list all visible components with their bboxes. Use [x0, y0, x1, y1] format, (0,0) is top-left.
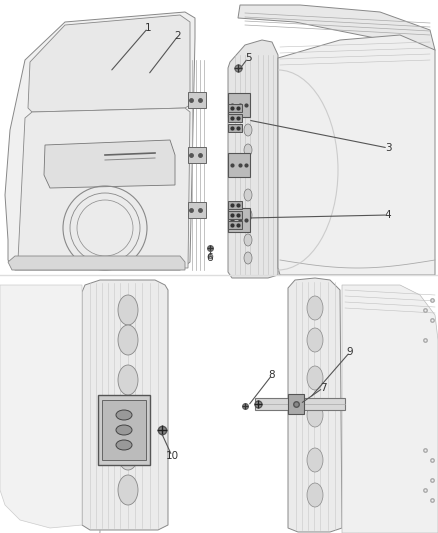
Ellipse shape	[307, 296, 323, 320]
Bar	[102, 400, 146, 460]
Bar	[255, 398, 345, 410]
Polygon shape	[28, 15, 190, 112]
Ellipse shape	[244, 124, 252, 136]
Polygon shape	[228, 40, 278, 278]
Ellipse shape	[244, 189, 252, 201]
Bar	[228, 114, 242, 122]
Ellipse shape	[307, 328, 323, 352]
Bar	[228, 201, 242, 209]
Ellipse shape	[244, 144, 252, 156]
Polygon shape	[44, 140, 175, 188]
Bar	[288, 394, 304, 414]
Bar	[228, 211, 242, 219]
Polygon shape	[238, 5, 435, 55]
Bar	[98, 395, 150, 465]
Text: 1: 1	[145, 23, 151, 33]
Ellipse shape	[307, 403, 323, 427]
Ellipse shape	[116, 425, 132, 435]
Polygon shape	[0, 285, 82, 528]
Polygon shape	[278, 35, 435, 275]
Text: 4: 4	[385, 210, 391, 220]
Text: 6: 6	[207, 253, 213, 263]
Polygon shape	[5, 12, 195, 270]
Ellipse shape	[244, 234, 252, 246]
Ellipse shape	[244, 209, 252, 221]
Bar	[188, 202, 206, 218]
Ellipse shape	[307, 483, 323, 507]
Ellipse shape	[118, 365, 138, 395]
Bar	[228, 153, 250, 177]
Polygon shape	[342, 285, 438, 533]
Bar	[188, 147, 206, 163]
Ellipse shape	[118, 325, 138, 355]
Bar	[228, 124, 242, 132]
Bar	[228, 208, 250, 232]
Polygon shape	[8, 256, 185, 270]
Ellipse shape	[116, 440, 132, 450]
Text: 2: 2	[175, 31, 181, 41]
Bar	[188, 92, 206, 108]
Ellipse shape	[118, 400, 138, 430]
Text: 8: 8	[268, 370, 276, 380]
Ellipse shape	[118, 440, 138, 470]
Ellipse shape	[116, 410, 132, 420]
Ellipse shape	[307, 366, 323, 390]
Ellipse shape	[307, 448, 323, 472]
Bar	[228, 221, 242, 229]
Ellipse shape	[244, 252, 252, 264]
Text: 10: 10	[166, 451, 179, 461]
Polygon shape	[82, 280, 168, 530]
Text: 5: 5	[245, 53, 251, 63]
Text: 3: 3	[385, 143, 391, 153]
Text: 7: 7	[320, 383, 326, 393]
Polygon shape	[288, 278, 342, 532]
Bar	[228, 93, 250, 117]
Polygon shape	[18, 108, 190, 268]
Bar	[228, 104, 242, 112]
Ellipse shape	[118, 475, 138, 505]
Text: 9: 9	[347, 347, 353, 357]
Ellipse shape	[118, 295, 138, 325]
